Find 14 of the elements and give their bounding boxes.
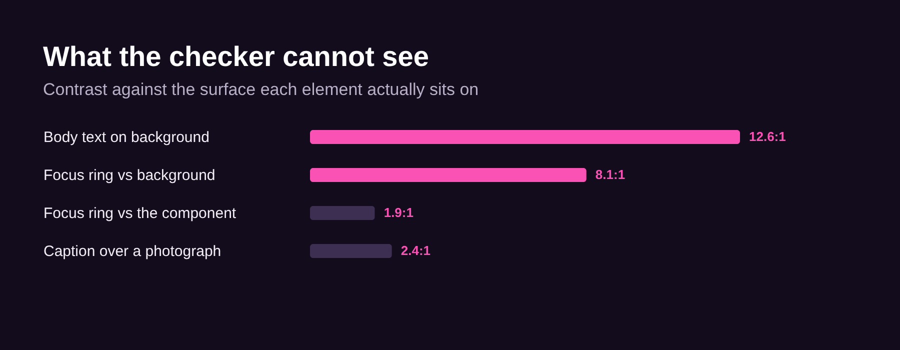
data-label: 12.6:1	[749, 129, 786, 144]
y-tick-label: Focus ring vs background	[44, 167, 216, 184]
data-label: 2.4:1	[400, 243, 431, 258]
data-label: 8.1:1	[595, 167, 626, 182]
y-tick-label: Caption over a photograph	[44, 243, 222, 260]
bar	[310, 168, 586, 182]
data-label: 1.9:1	[384, 205, 414, 220]
chart-subtitle: Contrast against the surface each element actually sits on	[43, 80, 479, 99]
bar	[310, 206, 375, 220]
chart-title: What the checker cannot see	[43, 41, 429, 72]
bar	[310, 130, 740, 144]
bar	[310, 244, 392, 258]
y-tick-label: Body text on background	[44, 129, 210, 146]
y-tick-label: Focus ring vs the component	[44, 205, 237, 222]
